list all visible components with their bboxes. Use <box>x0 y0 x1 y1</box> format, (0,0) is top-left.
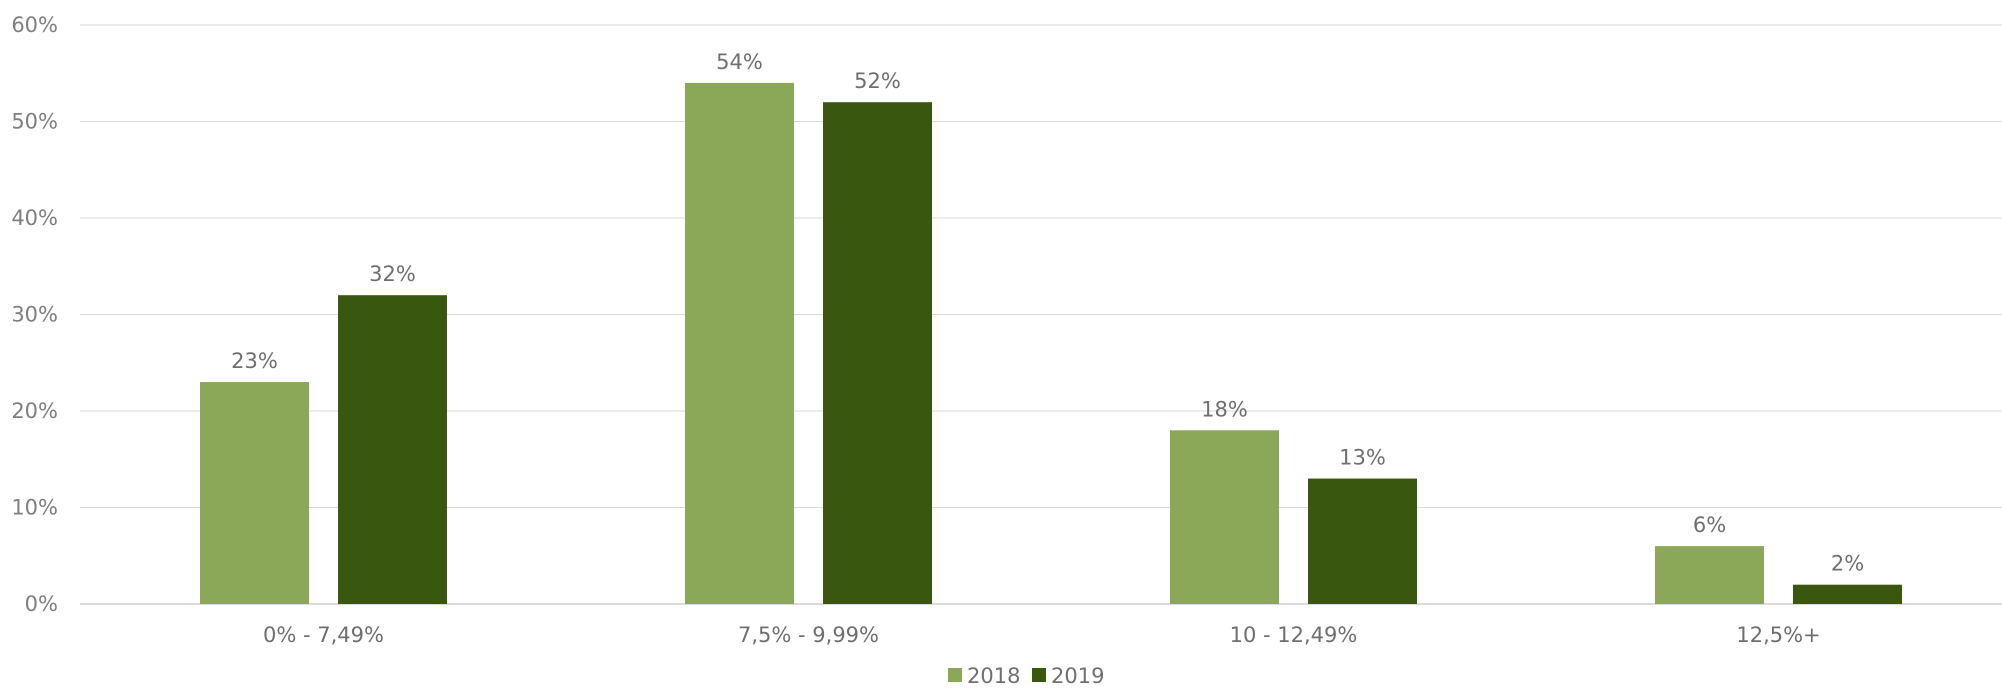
legend-swatch-2018 <box>948 668 962 682</box>
y-tick-label: 20% <box>11 399 58 423</box>
y-axis-ticks: 0% 10% 20% 30% 40% 50% 60% <box>11 13 58 616</box>
legend-swatch-2019 <box>1032 668 1046 682</box>
bar-2018-1 <box>685 82 794 604</box>
y-tick-label: 0% <box>25 592 58 616</box>
bar-2018-3 <box>1655 546 1764 604</box>
y-tick-label: 50% <box>11 110 58 134</box>
data-label: 52% <box>854 69 901 93</box>
y-tick-label: 40% <box>11 206 58 230</box>
x-category-label: 0% - 7,49% <box>263 623 384 647</box>
bar-2019-2 <box>1308 478 1417 604</box>
bar-2019-0 <box>338 295 447 604</box>
bar-2018-2 <box>1170 430 1279 604</box>
data-label: 13% <box>1339 446 1386 470</box>
data-label: 32% <box>369 262 416 286</box>
bar-2019-1 <box>823 102 932 604</box>
data-label: 54% <box>716 50 763 74</box>
legend-label: 2019 <box>1051 664 1104 688</box>
data-label: 23% <box>231 349 278 373</box>
legend-label: 2018 <box>967 664 1020 688</box>
x-category-label: 7,5% - 9,99% <box>738 623 879 647</box>
data-labels: 23% 32% 54% 52% 18% 13% 6% 2% <box>231 50 1864 576</box>
x-category-label: 12,5%+ <box>1736 623 1820 647</box>
y-tick-label: 10% <box>11 496 58 520</box>
legend: 2018 2019 <box>948 664 1104 688</box>
data-label: 2% <box>1831 552 1864 576</box>
bar-2018-0 <box>200 382 309 604</box>
y-tick-label: 60% <box>11 13 58 37</box>
y-tick-label: 30% <box>11 303 58 327</box>
data-label: 18% <box>1201 397 1248 421</box>
data-label: 6% <box>1693 513 1726 537</box>
x-axis-categories: 0% - 7,49% 7,5% - 9,99% 10 - 12,49% 12,5%+ <box>263 623 1821 647</box>
x-category-label: 10 - 12,49% <box>1230 623 1358 647</box>
bars <box>200 82 1902 604</box>
bar-2019-3 <box>1793 584 1902 604</box>
